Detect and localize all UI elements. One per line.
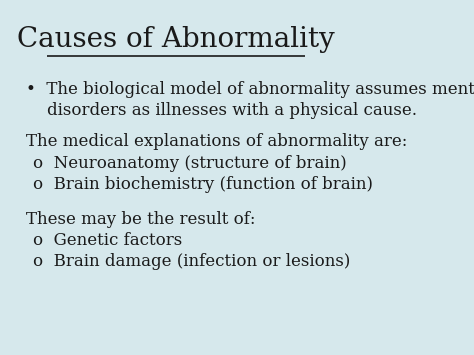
Text: The medical explanations of abnormality are:: The medical explanations of abnormality … [26, 133, 407, 151]
Text: o  Neuroanatomy (structure of brain): o Neuroanatomy (structure of brain) [33, 155, 346, 171]
Text: o  Brain damage (infection or lesions): o Brain damage (infection or lesions) [33, 253, 350, 270]
Text: o  Genetic factors: o Genetic factors [33, 232, 182, 249]
Text: disorders as illnesses with a physical cause.: disorders as illnesses with a physical c… [47, 102, 417, 119]
Text: These may be the result of:: These may be the result of: [26, 211, 255, 228]
Text: o  Brain biochemistry (function of brain): o Brain biochemistry (function of brain) [33, 176, 373, 193]
Text: Causes of Abnormality: Causes of Abnormality [17, 26, 335, 53]
Text: •  The biological model of abnormality assumes mental: • The biological model of abnormality as… [26, 81, 474, 98]
